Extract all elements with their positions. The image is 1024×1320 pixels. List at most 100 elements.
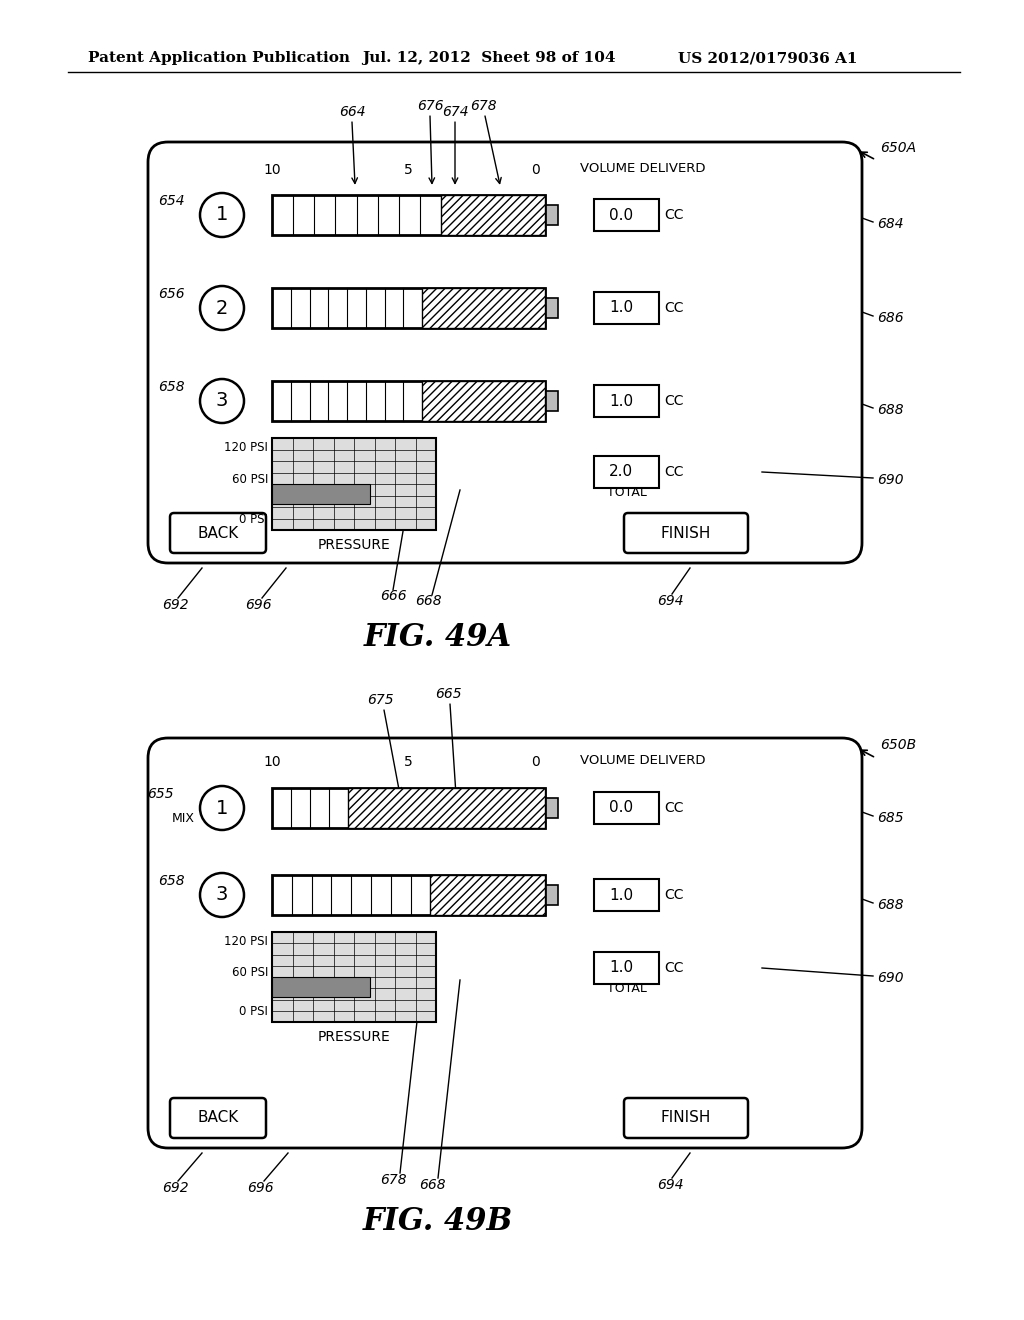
Bar: [422, 381, 545, 421]
Text: 694: 694: [656, 1177, 683, 1192]
Text: 0 PSI: 0 PSI: [240, 1005, 268, 1018]
Bar: [272, 484, 371, 504]
Text: 5: 5: [404, 162, 413, 177]
Text: CC: CC: [664, 301, 683, 315]
Bar: [272, 875, 545, 915]
Text: MIX: MIX: [172, 812, 195, 825]
Bar: [422, 288, 545, 327]
FancyBboxPatch shape: [148, 738, 862, 1148]
Text: 658: 658: [159, 874, 185, 888]
Bar: [272, 381, 545, 421]
Text: 684: 684: [877, 216, 903, 231]
Text: 60 PSI: 60 PSI: [231, 473, 268, 486]
Bar: [272, 932, 436, 1022]
Text: 1.0: 1.0: [609, 887, 634, 903]
Text: FINISH: FINISH: [660, 1110, 712, 1126]
Text: 696: 696: [247, 1181, 273, 1195]
Text: 690: 690: [877, 972, 903, 985]
Text: 654: 654: [159, 194, 185, 209]
FancyBboxPatch shape: [170, 513, 266, 553]
Text: CC: CC: [664, 393, 683, 408]
Text: BACK: BACK: [198, 1110, 239, 1126]
Bar: [272, 788, 545, 828]
Text: US 2012/0179036 A1: US 2012/0179036 A1: [678, 51, 857, 65]
Bar: [594, 292, 659, 323]
FancyBboxPatch shape: [624, 1098, 748, 1138]
Text: 650A: 650A: [880, 141, 916, 154]
Bar: [348, 788, 545, 828]
Text: 665: 665: [434, 686, 462, 701]
Bar: [272, 288, 545, 327]
Text: 690: 690: [877, 473, 903, 487]
Text: PRESSURE: PRESSURE: [317, 1030, 390, 1044]
Text: FIG. 49B: FIG. 49B: [362, 1206, 513, 1238]
Bar: [430, 875, 545, 915]
Text: 666: 666: [380, 589, 407, 603]
FancyBboxPatch shape: [624, 513, 748, 553]
Text: 668: 668: [415, 594, 441, 609]
Text: 3: 3: [216, 886, 228, 904]
Text: 686: 686: [877, 312, 903, 325]
Text: 696: 696: [245, 598, 271, 612]
Bar: [594, 792, 659, 824]
Bar: [546, 799, 558, 818]
Text: 60 PSI: 60 PSI: [231, 966, 268, 979]
Text: Patent Application Publication: Patent Application Publication: [88, 51, 350, 65]
Text: 1.0: 1.0: [609, 393, 634, 408]
Text: FIG. 49A: FIG. 49A: [364, 622, 512, 652]
Text: 10: 10: [263, 755, 281, 770]
Text: 2: 2: [216, 298, 228, 318]
Text: 692: 692: [162, 598, 188, 612]
Bar: [272, 977, 371, 997]
Bar: [546, 205, 558, 224]
Bar: [272, 438, 436, 531]
Bar: [594, 952, 659, 983]
Text: TOTAL: TOTAL: [607, 982, 647, 994]
Text: 655: 655: [147, 787, 174, 801]
Text: 0: 0: [530, 162, 540, 177]
Text: 1: 1: [216, 206, 228, 224]
Text: 120 PSI: 120 PSI: [224, 935, 268, 948]
Bar: [546, 298, 558, 318]
Text: BACK: BACK: [198, 525, 239, 540]
Bar: [594, 199, 659, 231]
Text: 1.0: 1.0: [609, 961, 634, 975]
Text: 0.0: 0.0: [609, 800, 634, 816]
Text: CC: CC: [664, 961, 683, 975]
Text: 694: 694: [656, 594, 683, 609]
Text: FINISH: FINISH: [660, 525, 712, 540]
Bar: [594, 455, 659, 488]
Text: CC: CC: [664, 888, 683, 902]
Text: 688: 688: [877, 403, 903, 417]
Text: 676: 676: [417, 99, 443, 114]
Text: 120 PSI: 120 PSI: [224, 441, 268, 454]
Text: 664: 664: [339, 106, 366, 119]
Text: 692: 692: [162, 1181, 188, 1195]
Bar: [594, 879, 659, 911]
Text: 688: 688: [877, 898, 903, 912]
Bar: [546, 884, 558, 906]
Text: 0 PSI: 0 PSI: [240, 513, 268, 525]
Bar: [272, 195, 545, 235]
Text: TOTAL: TOTAL: [607, 486, 647, 499]
FancyBboxPatch shape: [148, 143, 862, 564]
Text: CC: CC: [664, 801, 683, 814]
Bar: [546, 391, 558, 411]
Text: 668: 668: [419, 1177, 445, 1192]
Text: PRESSURE: PRESSURE: [317, 539, 390, 552]
Text: 658: 658: [159, 380, 185, 393]
Text: 650B: 650B: [880, 738, 916, 752]
Text: VOLUME DELIVERD: VOLUME DELIVERD: [580, 161, 706, 174]
Text: 3: 3: [216, 392, 228, 411]
Bar: [441, 195, 545, 235]
Text: 678: 678: [470, 99, 497, 114]
Text: CC: CC: [664, 465, 683, 479]
Text: 685: 685: [877, 810, 903, 825]
Text: 5: 5: [404, 755, 413, 770]
Text: VOLUME DELIVERD: VOLUME DELIVERD: [580, 754, 706, 767]
Text: 0: 0: [530, 755, 540, 770]
FancyBboxPatch shape: [170, 1098, 266, 1138]
Text: 1: 1: [216, 799, 228, 817]
Text: 2.0: 2.0: [609, 465, 634, 479]
Text: CC: CC: [664, 209, 683, 222]
